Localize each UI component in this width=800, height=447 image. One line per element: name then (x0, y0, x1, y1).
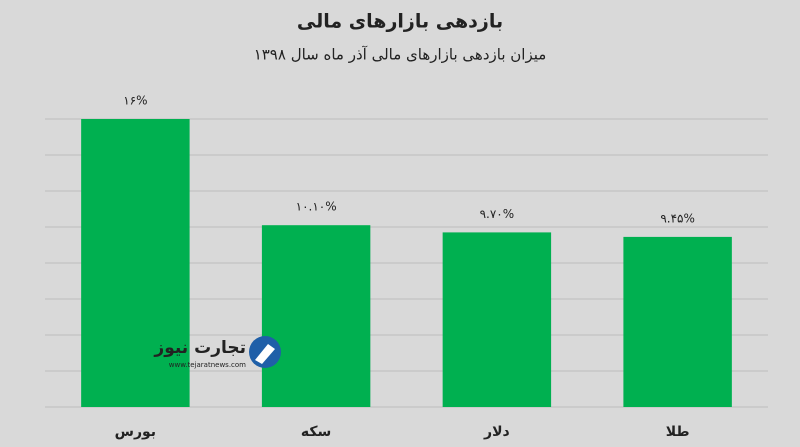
x-tick-label: طلا (666, 424, 690, 440)
x-tick-label: بورس (115, 424, 156, 440)
x-tick-label: دلار (483, 424, 510, 440)
watermark: تجارت نیوز www.tejaratnews.com (153, 336, 281, 369)
bar (261, 225, 371, 407)
chart-title: بازدهی بازارهای مالی (297, 11, 503, 33)
watermark-url: www.tejaratnews.com (169, 361, 246, 369)
watermark-name: تجارت نیوز (153, 338, 246, 358)
data-label: ۱۰.۱۰% (296, 200, 337, 214)
data-label: ۹.۷۰% (480, 207, 515, 221)
watermark-logo-mark (255, 344, 275, 364)
data-label: ۹.۴۵% (660, 211, 695, 225)
data-label: ۱۶% (123, 94, 147, 108)
x-tick-label: سکه (301, 424, 331, 440)
bar (623, 236, 732, 407)
bar (442, 232, 552, 407)
bar (81, 119, 190, 407)
chart-subtitle: میزان بازدهی بازارهای مالی آذر ماه سال ۱… (254, 46, 547, 64)
